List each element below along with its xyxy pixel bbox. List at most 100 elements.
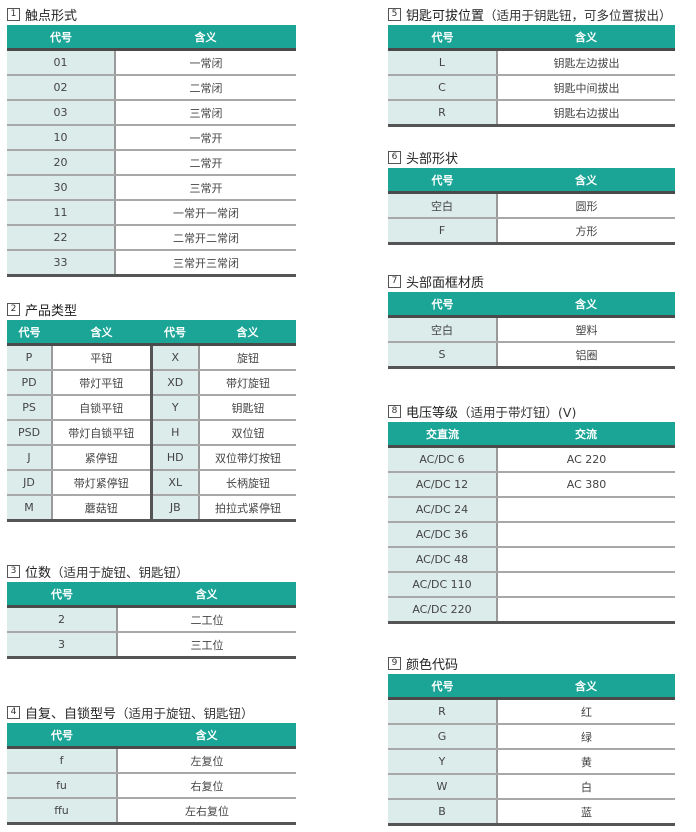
meaning-cell: 紧停钮 [51, 445, 151, 471]
section-subtitle: （适用于旋钮、钥匙钮） [116, 705, 254, 721]
code-cell: P [7, 344, 52, 371]
code-cell: 20 [7, 150, 115, 176]
code-cell: 30 [7, 175, 115, 201]
meaning-cell [496, 597, 675, 624]
table-row: 03 三常闭 [7, 100, 296, 126]
column-header: 含义 [117, 723, 296, 749]
table-row: 空白 塑料 [388, 316, 675, 343]
meaning-cell: 三常开 [114, 175, 296, 201]
column-header: 含义 [497, 168, 675, 194]
code-cell: S [388, 342, 497, 369]
meaning-cell: 圆形 [496, 192, 675, 219]
meaning-cell: 黄 [496, 749, 675, 775]
code-cell: H [149, 420, 199, 446]
section-title: 3 位数 （适用于旋钮、钥匙钮） [7, 560, 296, 582]
section-subtitle: （适用于钥匙钮，可多位置拔出） [484, 7, 672, 23]
section-number: 7 [388, 274, 401, 288]
table-row: 3 三工位 [7, 632, 296, 659]
code-cell: 01 [7, 49, 115, 76]
section-6: 6 头部形状 代号 含义 空白 圆形 F 方形 [388, 146, 675, 245]
section-1: 1 触点形式 代号 含义 01 一常闭 02 二常闭 03 三常闭 10 一常开 20 二常开 30 三常… [7, 3, 296, 277]
table-row: 20 二常开 [7, 150, 296, 176]
code-cell: Y [149, 395, 199, 421]
column-header: 代号 [151, 320, 199, 346]
section-7: 7 头部面框材质 代号 含义 空白 塑料 S 铝圈 [388, 270, 675, 369]
meaning-cell: AC 380 [496, 472, 675, 498]
table-row: PD 带灯平钮 XD 带灯旋钮 [7, 370, 296, 396]
code-cell: AC/DC 36 [388, 522, 497, 548]
section-title-text: 头部形状 [406, 151, 459, 167]
meaning-cell [496, 547, 675, 573]
table-row: PSD 带灯自锁平钮 H 双位钮 [7, 420, 296, 446]
meaning-cell: 旋钮 [198, 344, 296, 371]
section-title: 2 产品类型 [7, 298, 296, 320]
code-cell: 33 [7, 250, 115, 277]
code-cell: 10 [7, 125, 115, 151]
column-header: 交流 [497, 422, 675, 448]
table-row: ffu 左右复位 [7, 798, 296, 825]
code-cell: AC/DC 48 [388, 547, 497, 573]
meaning-cell: 左复位 [116, 747, 296, 774]
code-cell: 11 [7, 200, 115, 226]
column-header: 含义 [117, 582, 296, 608]
code-cell: fu [7, 773, 117, 799]
meaning-cell: 二常开 [114, 150, 296, 176]
code-table: 代号 含义 L 钥匙左边拔出 C 钥匙中间拔出 R 钥匙右边拔出 [388, 25, 675, 127]
code-cell: G [388, 724, 497, 750]
section-number: 8 [388, 404, 401, 418]
code-cell: PD [7, 370, 52, 396]
code-cell: J [7, 445, 52, 471]
meaning-cell: 方形 [496, 218, 675, 245]
meaning-cell: 二常开二常闭 [114, 225, 296, 251]
meaning-cell: 蘑菇钮 [51, 495, 151, 522]
meaning-cell: 一常开一常闭 [114, 200, 296, 226]
table-header: 代号 含义 代号 含义 [7, 320, 296, 346]
table-row: J 紧停钮 HD 双位带灯按钮 [7, 445, 296, 471]
code-cell: 空白 [388, 316, 497, 343]
code-cell: AC/DC 110 [388, 572, 497, 598]
code-cell: 3 [7, 632, 117, 659]
table-row: AC/DC 110 [388, 572, 675, 598]
meaning-cell: 铝圈 [496, 342, 675, 369]
code-table: 交直流 交流 AC/DC 6 AC 220 AC/DC 12 AC 380 AC/DC 24… [388, 422, 675, 624]
meaning-cell: 三常闭 [114, 100, 296, 126]
code-cell: 22 [7, 225, 115, 251]
table-row: 30 三常开 [7, 175, 296, 201]
meaning-cell [496, 497, 675, 523]
table-header: 代号 含义 [388, 25, 675, 51]
table-header: 代号 含义 [7, 25, 296, 51]
code-cell: R [388, 100, 497, 127]
column-header: 含义 [115, 25, 296, 51]
code-cell: X [149, 344, 199, 371]
code-cell: F [388, 218, 497, 245]
code-table: 代号 含义 2 二工位 3 三工位 [7, 582, 296, 659]
code-table: 代号 含义 空白 塑料 S 铝圈 [388, 292, 675, 369]
code-cell: 02 [7, 75, 115, 101]
meaning-cell: 红 [496, 698, 675, 725]
section-number: 2 [7, 302, 20, 316]
section-title-text: 触点形式 [25, 8, 78, 24]
table-row: C 钥匙中间拔出 [388, 75, 675, 101]
meaning-cell: 钥匙中间拔出 [496, 75, 675, 101]
section-9: 9 颜色代码 代号 含义 R 红 G 绿 Y 黄 W 白 B 蓝 [388, 652, 675, 826]
code-cell: XL [149, 470, 199, 496]
section-title-text: 产品类型 [25, 303, 78, 319]
section-number: 9 [388, 656, 401, 670]
table-row: PS 自锁平钮 Y 钥匙钮 [7, 395, 296, 421]
code-cell: Y [388, 749, 497, 775]
code-cell: HD [149, 445, 199, 471]
column-header: 含义 [497, 25, 675, 51]
column-header: 代号 [7, 582, 117, 608]
code-cell: f [7, 747, 117, 774]
meaning-cell: 拍拉式紧停钮 [198, 495, 296, 522]
code-table: 代号 含义 f 左复位 fu 右复位 ffu 左右复位 [7, 723, 296, 825]
table-header: 代号 含义 [388, 168, 675, 194]
code-cell: B [388, 799, 497, 826]
meaning-cell: 蓝 [496, 799, 675, 826]
table-row: 10 一常开 [7, 125, 296, 151]
section-title: 9 颜色代码 [388, 652, 675, 674]
table-row: fu 右复位 [7, 773, 296, 799]
table-header: 代号 含义 [7, 582, 296, 608]
